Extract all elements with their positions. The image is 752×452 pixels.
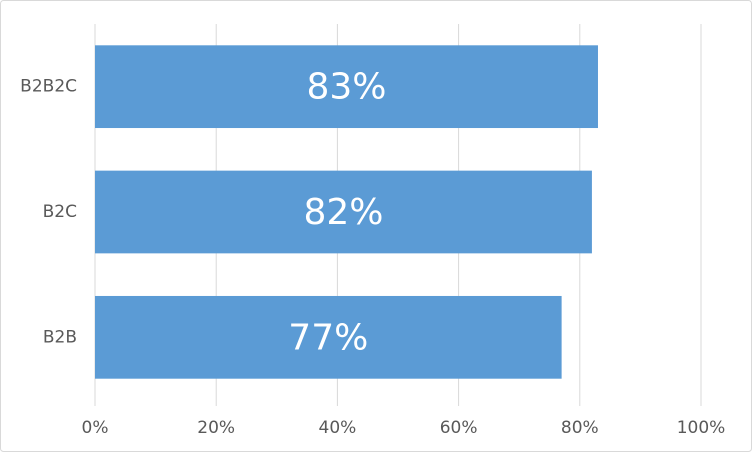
x-tick-label: 80% bbox=[561, 418, 599, 438]
x-tick-label: 40% bbox=[319, 418, 357, 438]
value-label: 82% bbox=[303, 192, 383, 233]
x-tick-label: 0% bbox=[82, 418, 109, 438]
value-label: 83% bbox=[306, 67, 386, 108]
bar bbox=[95, 170, 592, 254]
x-tick-label: 60% bbox=[440, 418, 478, 438]
y-tick-label: B2C bbox=[43, 202, 77, 222]
value-label: 77% bbox=[288, 317, 368, 358]
y-tick-label: B2B2C bbox=[20, 77, 77, 97]
bar bbox=[95, 45, 598, 129]
x-tick-label: 20% bbox=[197, 418, 235, 438]
x-tick-label: 100% bbox=[677, 418, 726, 438]
bar bbox=[95, 295, 562, 379]
y-tick-label: B2B bbox=[43, 327, 77, 347]
